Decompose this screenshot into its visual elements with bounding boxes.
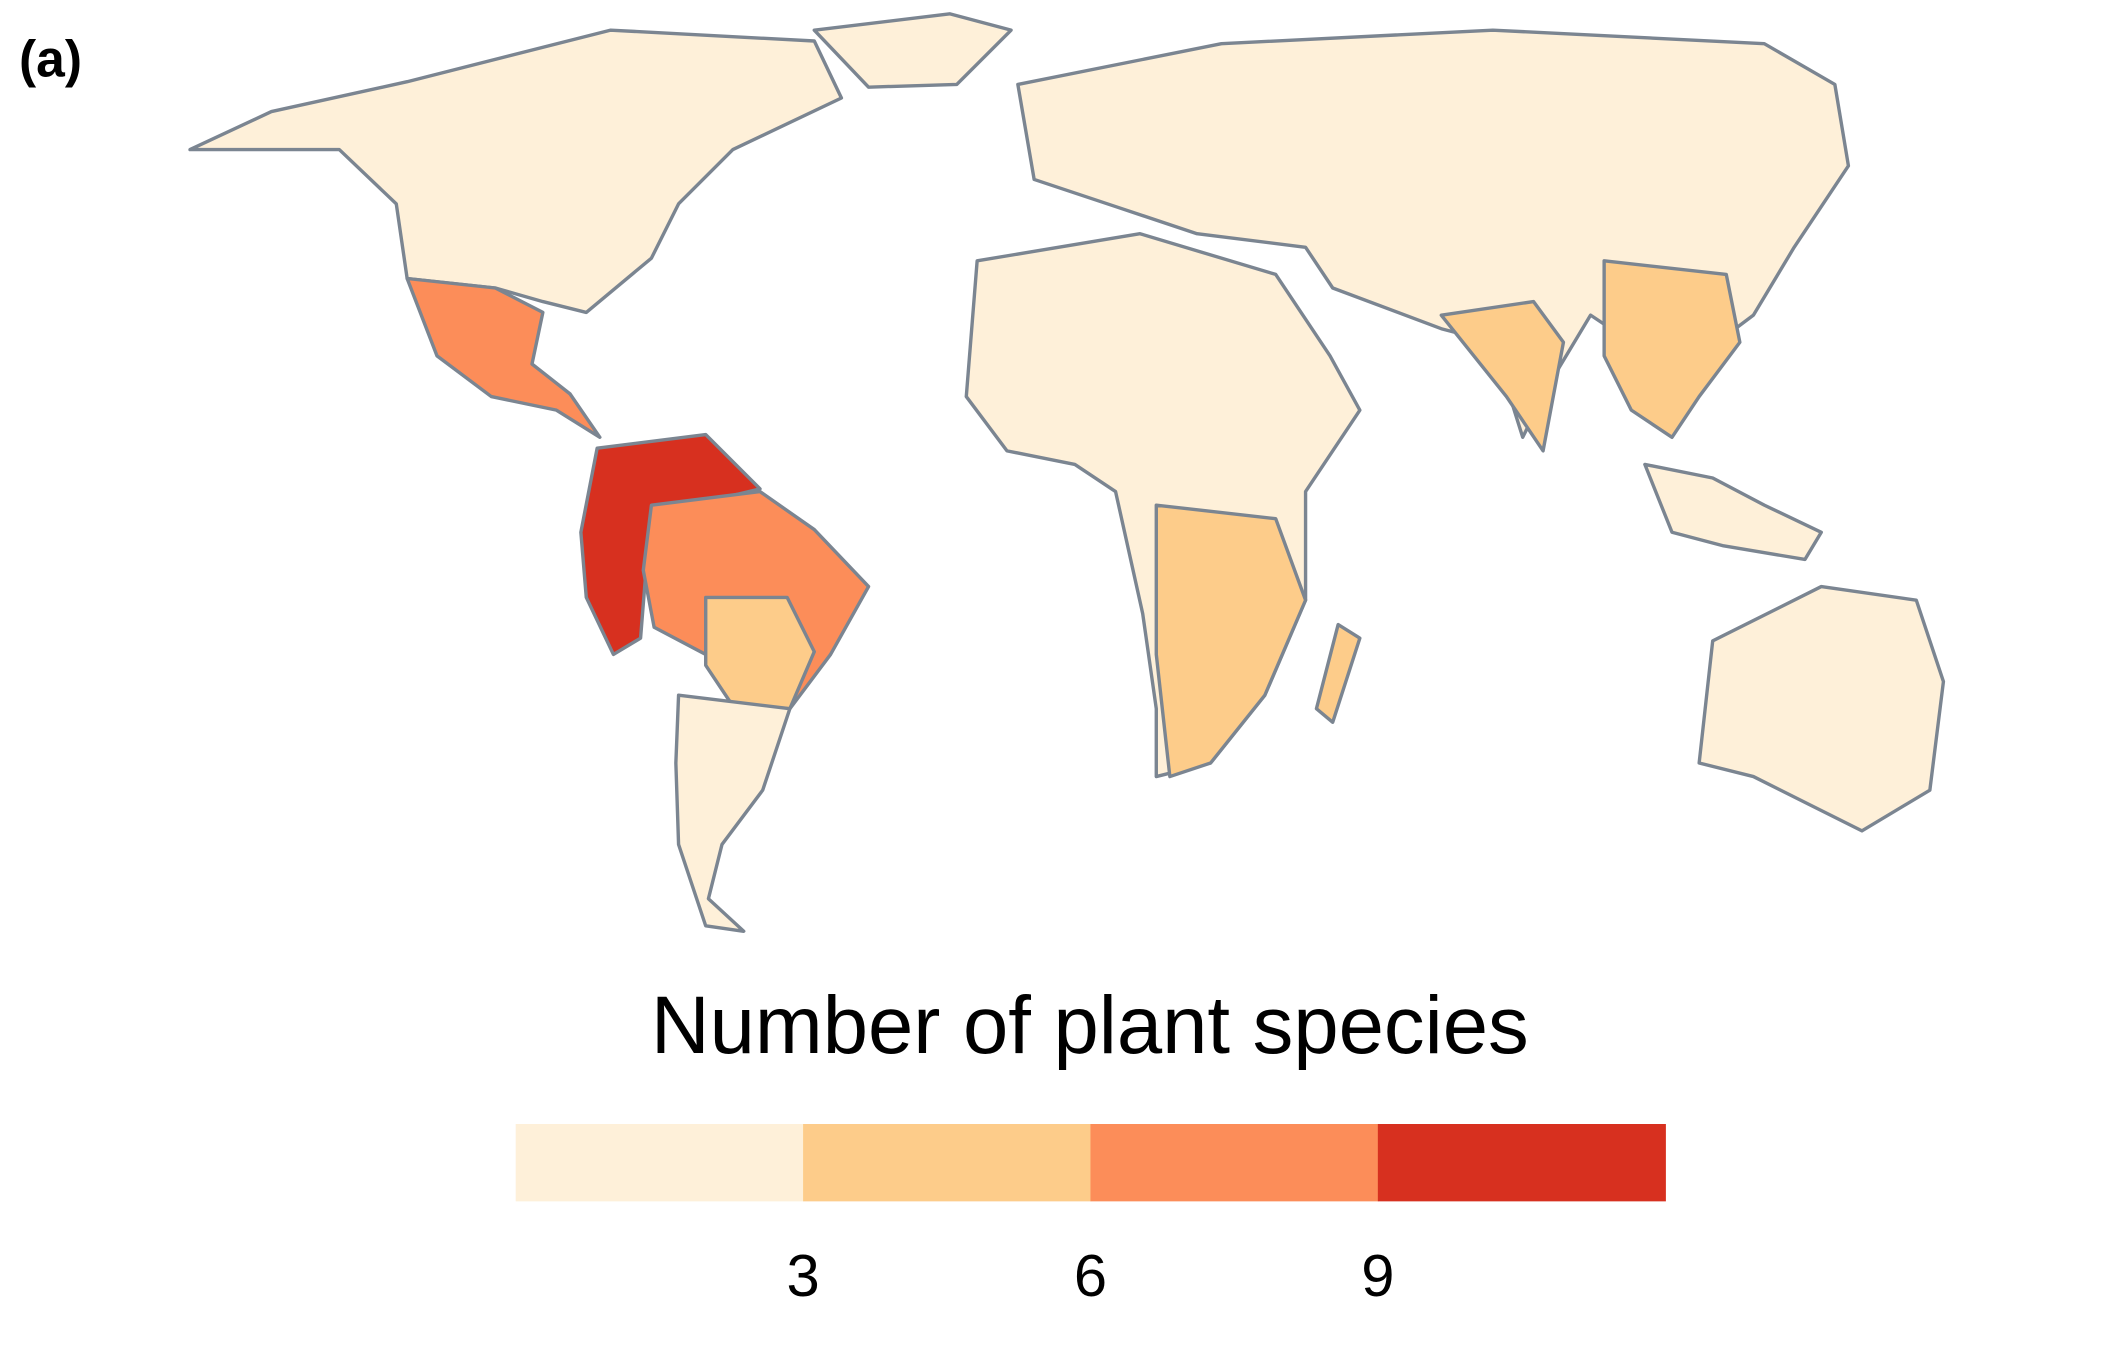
- mexico-central-america: [405, 276, 602, 439]
- legend-tick-label: 3: [786, 1242, 819, 1309]
- legend-swatch: [515, 1124, 804, 1202]
- greenland: [812, 12, 1013, 89]
- legend: Number of plant species 3 6 9: [515, 980, 1666, 1309]
- southern-africa: [1154, 503, 1308, 779]
- north-america: [188, 28, 844, 315]
- legend-tick-label: 9: [1361, 1242, 1394, 1309]
- southern-south-america: [674, 693, 792, 933]
- legend-tick-label: 6: [1074, 1242, 1107, 1309]
- south-asia: [1439, 299, 1566, 453]
- maritime-southeast-asia: [1643, 462, 1823, 562]
- andean-north-south-america: [579, 432, 762, 657]
- legend-swatch: [1377, 1124, 1666, 1202]
- legend-swatch: [1090, 1124, 1379, 1202]
- australia: [1697, 584, 1946, 833]
- world-map: [188, 12, 1946, 933]
- madagascar: [1314, 622, 1362, 724]
- panel-label: (a): [19, 29, 82, 87]
- china-southeast-asia: [1602, 259, 1742, 439]
- legend-title: Number of plant species: [651, 980, 1529, 1071]
- legend-swatch: [803, 1124, 1092, 1202]
